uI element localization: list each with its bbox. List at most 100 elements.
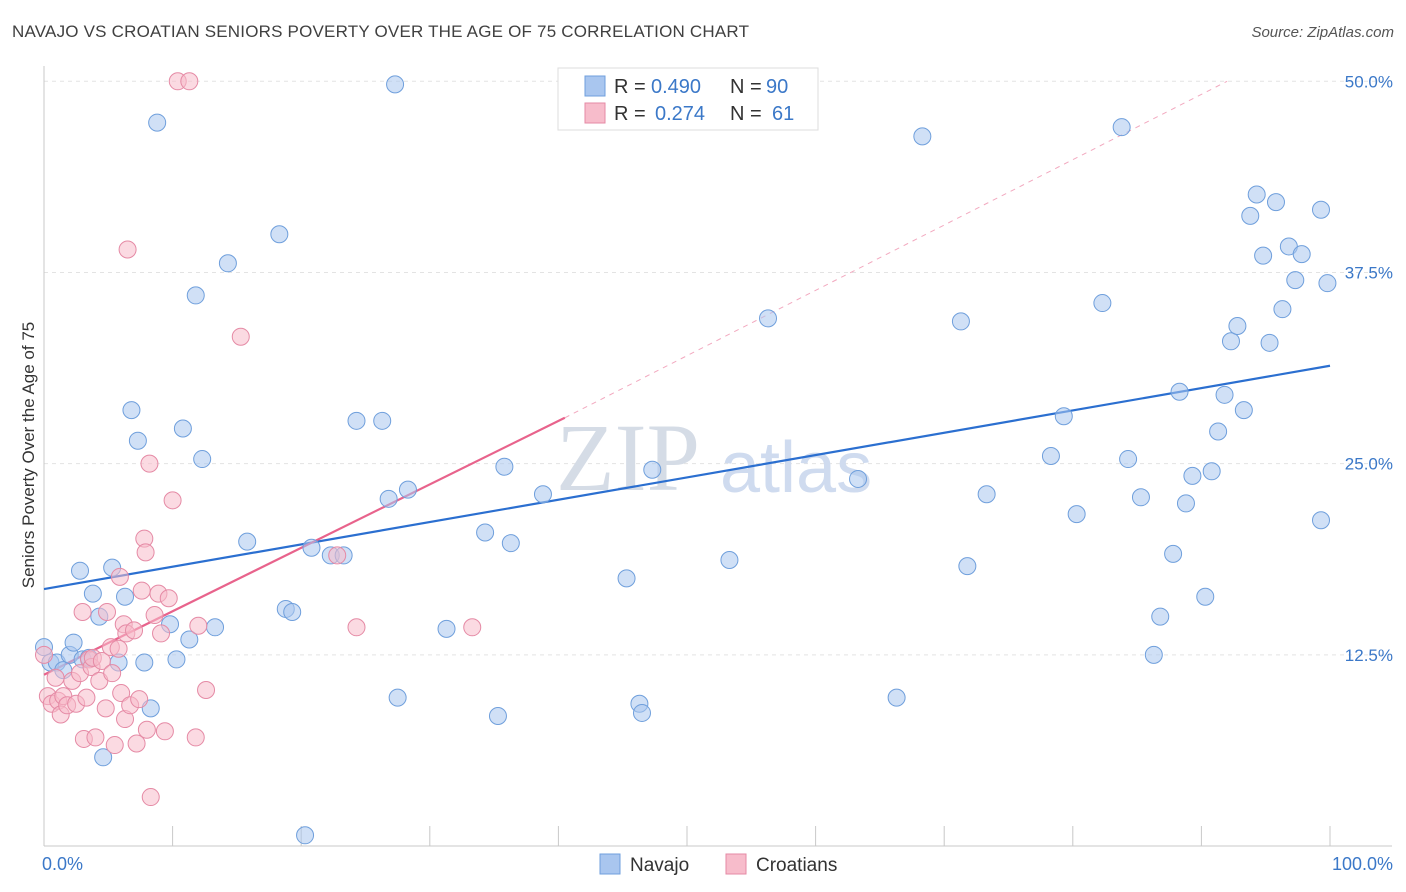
navajo-point (296, 826, 315, 845)
navajo-point (849, 469, 868, 488)
croatians-point (347, 618, 366, 637)
navajo-point (1041, 447, 1060, 465)
navajo-point (386, 75, 405, 94)
croatians-point (231, 327, 250, 346)
croatians-point (127, 734, 146, 753)
navajo-point (270, 225, 289, 244)
croatians-point (109, 639, 128, 658)
legend-r-value-navajo: 0.490 (651, 76, 701, 98)
croatians-point (110, 567, 129, 586)
axes (43, 66, 1392, 847)
navajo-point (1054, 407, 1073, 426)
navajo-point (759, 309, 778, 328)
navajo-point (958, 557, 977, 576)
navajo-point (1234, 401, 1253, 420)
croatians-point (137, 720, 156, 739)
croatians-point (141, 788, 160, 807)
series-legend-swatch-croatians (725, 853, 747, 875)
croatians-point (98, 603, 117, 621)
navajo-point (977, 485, 996, 504)
croatians-point (152, 624, 171, 643)
series-legend-label-navajo: Navajo (630, 855, 689, 876)
croatians-point (155, 722, 174, 741)
navajo-point (495, 457, 514, 476)
navajo-point (476, 523, 495, 542)
croatians-point (86, 728, 105, 747)
navajo-point (1273, 300, 1292, 319)
navajo-point (173, 419, 192, 438)
navajo-point (1311, 200, 1330, 219)
croatians-point (136, 543, 155, 562)
navajo-point (347, 411, 366, 430)
navajo-point (128, 431, 147, 450)
source-credit: Source: ZipAtlas.com (1251, 24, 1394, 41)
croatians-point (46, 668, 65, 687)
navajo-point (1093, 294, 1112, 313)
navajo-point (1241, 206, 1260, 225)
croatians-point (180, 72, 199, 91)
trend-line-navajo (43, 364, 1331, 591)
navajo-point (1144, 645, 1163, 664)
croatians-point (463, 618, 482, 637)
x-axis-ticks (172, 826, 1331, 846)
croatians-point (77, 688, 96, 707)
legend-swatch-navajo (584, 75, 606, 97)
navajo-point (283, 603, 302, 621)
croatians-point (92, 651, 111, 670)
navajo-point (1067, 505, 1086, 524)
y-tick-label: 25.0% (1345, 455, 1393, 474)
navajo-point (1151, 607, 1170, 626)
navajo-point (501, 534, 520, 553)
legend-n-label-croatians: N = (730, 103, 762, 125)
croatians-point (328, 546, 347, 565)
navajo-point (167, 650, 186, 669)
navajo-point (193, 450, 212, 469)
series-legend-label-croatians: Croatians (756, 855, 837, 876)
legend-r-value-croatians: 0.274 (655, 103, 705, 125)
navajo-point (1112, 118, 1131, 137)
navajo-point (148, 113, 167, 132)
navajo-point (720, 551, 739, 569)
navajo-point (533, 485, 552, 504)
y-axis-title: Seniors Poverty Over the Age of 75 (19, 322, 38, 588)
croatians-point (189, 616, 208, 635)
trend-extension-croatians (564, 80, 1228, 419)
watermark-zip: ZIP (556, 404, 700, 511)
navajo-point (218, 254, 237, 273)
navajo-point (116, 587, 135, 606)
croatians-point (132, 581, 151, 600)
chart-title: NAVAJO VS CROATIAN SENIORS POVERTY OVER … (12, 22, 750, 41)
navajo-point (617, 569, 636, 588)
navajo-point (1209, 422, 1228, 441)
navajo-point (1221, 332, 1240, 351)
navajo-point (1228, 317, 1247, 335)
navajo-point (1247, 185, 1266, 204)
navajo-point (180, 630, 199, 649)
croatians-point (159, 589, 178, 608)
croatians-point (130, 690, 149, 709)
trend-lines (43, 80, 1331, 676)
navajo-points (35, 75, 1337, 845)
navajo-point (632, 703, 651, 722)
legend-r-label-navajo: R = (614, 76, 646, 98)
navajo-point (1311, 511, 1330, 530)
navajo-point (388, 688, 407, 707)
croatians-point (145, 606, 164, 625)
legend-n-value-croatians: 61 (772, 103, 794, 125)
navajo-point (302, 538, 321, 557)
navajo-point (122, 401, 141, 420)
navajo-point (398, 480, 417, 499)
correlation-legend: R = 0.490 N = 90 R = 0.274 N = 61 (557, 67, 819, 131)
croatians-point (197, 681, 216, 699)
navajo-point (83, 584, 102, 603)
y-tick-label: 50.0% (1345, 72, 1393, 91)
legend-n-label-navajo: N = (730, 76, 762, 98)
navajo-point (1254, 246, 1273, 265)
navajo-point (643, 460, 662, 479)
series-legend: Navajo Croatians (599, 853, 837, 876)
navajo-point (135, 653, 154, 672)
navajo-point (1266, 193, 1285, 212)
navajo-point (488, 707, 507, 725)
legend-swatch-croatians (584, 102, 606, 124)
